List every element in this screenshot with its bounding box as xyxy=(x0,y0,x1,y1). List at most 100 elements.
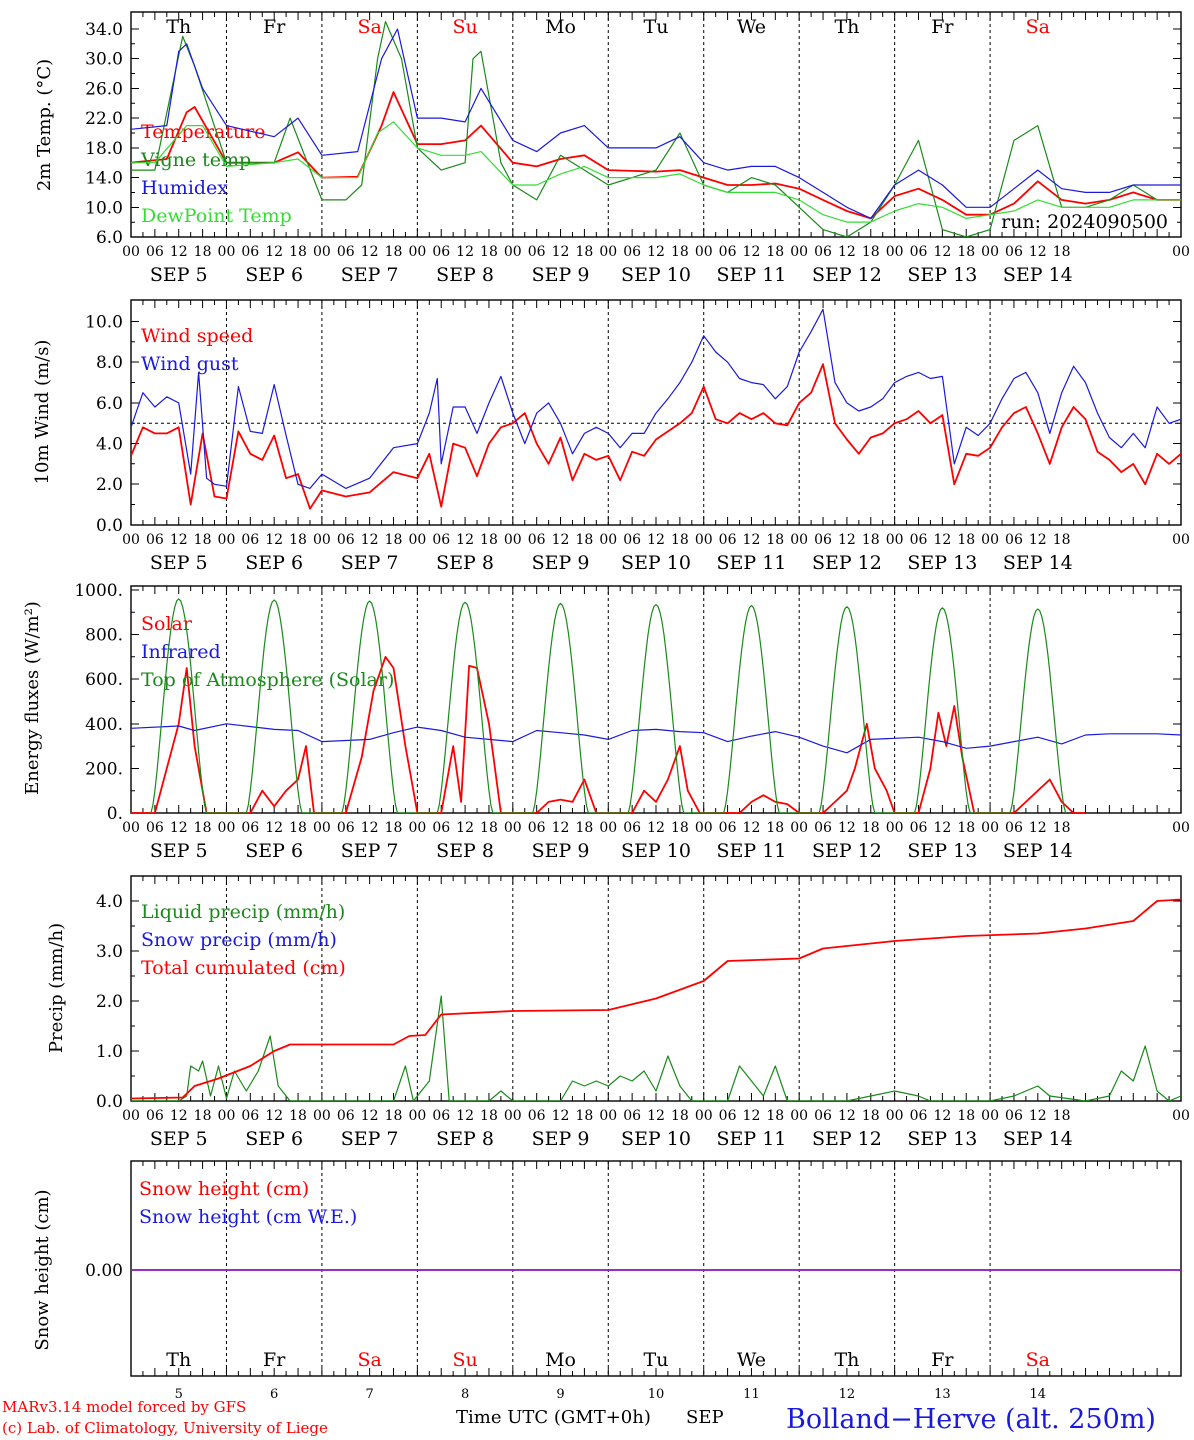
y-tick-label: 0.00 xyxy=(85,1261,123,1281)
hour-label: 12 xyxy=(552,1108,570,1124)
y-axis-label: Precip (mm/h) xyxy=(46,923,67,1053)
panel-5: 0.00 Snow height (cm) Snow height (cm) Snow… xyxy=(32,1160,1182,1377)
day-name-top: We xyxy=(737,16,766,38)
hour-label: 06 xyxy=(432,820,450,836)
series-line-2 xyxy=(150,598,1067,813)
hour-label: 18 xyxy=(289,1108,307,1124)
legend-entry: Snow height (cm W.E.) xyxy=(139,1206,357,1228)
y-tick-label: 14.0 xyxy=(85,169,123,189)
date-label: SEP 6 xyxy=(245,264,303,286)
hour-label: 18 xyxy=(385,244,403,260)
hour-label: 06 xyxy=(814,244,832,260)
day-name-top: Th xyxy=(166,16,191,38)
date-label: SEP 13 xyxy=(907,840,977,862)
hour-label: 00 xyxy=(886,244,904,260)
hour-label: 06 xyxy=(528,244,546,260)
y-tick-label: 1.0 xyxy=(96,1042,123,1062)
date-label: SEP 13 xyxy=(907,552,977,574)
day-name-bottom: We xyxy=(737,1349,766,1371)
date-label: SEP 14 xyxy=(1003,1128,1073,1150)
date-label: SEP 7 xyxy=(341,1128,399,1150)
hour-label: 18 xyxy=(575,244,593,260)
hour-label: 00 xyxy=(695,532,713,548)
footer-model: MARv3.14 model forced by GFS xyxy=(2,1398,246,1416)
hour-label: 00 xyxy=(408,244,426,260)
hour-label: 12 xyxy=(647,820,665,836)
y-tick-label: 8.0 xyxy=(96,353,123,373)
hour-label: 12 xyxy=(265,820,283,836)
hour-label: 06 xyxy=(623,820,641,836)
legend-entry: Temperature xyxy=(141,121,265,143)
hour-label: 12 xyxy=(933,1108,951,1124)
hour-label: 18 xyxy=(480,532,498,548)
day-name-bottom: Mo xyxy=(545,1349,576,1371)
hour-label: 00 xyxy=(504,820,522,836)
hour-label: 00 xyxy=(313,1108,331,1124)
date-label: SEP 6 xyxy=(245,1128,303,1150)
y-tick-label: 0. xyxy=(107,804,123,824)
hour-label: 06 xyxy=(910,1108,928,1124)
hour-label: 06 xyxy=(623,532,641,548)
hour-label: 12 xyxy=(361,532,379,548)
series-line-1 xyxy=(131,308,1181,489)
hour-label: 00 xyxy=(599,820,617,836)
hour-label: 06 xyxy=(146,244,164,260)
hour-label: 12 xyxy=(361,1108,379,1124)
hour-label: 12 xyxy=(838,1108,856,1124)
hour-label: 18 xyxy=(671,1108,689,1124)
hour-label: 18 xyxy=(385,820,403,836)
hour-label: 00 xyxy=(1172,1108,1190,1124)
y-tick-label: 30.0 xyxy=(85,50,123,70)
hour-label: 12 xyxy=(456,244,474,260)
day-number: 14 xyxy=(1030,1387,1047,1402)
hour-label: 12 xyxy=(552,532,570,548)
hour-label: 06 xyxy=(241,532,259,548)
hour-label: 06 xyxy=(241,1108,259,1124)
hour-label: 00 xyxy=(218,820,236,836)
hour-label: 06 xyxy=(814,820,832,836)
hour-label: 06 xyxy=(528,532,546,548)
hour-label: 06 xyxy=(432,244,450,260)
day-number: 11 xyxy=(743,1387,760,1402)
y-tick-label: 26.0 xyxy=(85,80,123,100)
date-label: SEP 6 xyxy=(245,552,303,574)
day-name-top: Th xyxy=(834,16,859,38)
hour-label: 12 xyxy=(361,244,379,260)
legend-entry: Vigne temp xyxy=(140,149,251,171)
hour-label: 00 xyxy=(599,244,617,260)
hour-label: 00 xyxy=(599,1108,617,1124)
date-label: SEP 13 xyxy=(907,1128,977,1150)
day-name-top: Su xyxy=(452,16,477,38)
hour-label: 18 xyxy=(575,820,593,836)
hour-label: 12 xyxy=(743,1108,761,1124)
panel-4: 0.0 1.0 2.0 3.0 4.0 Precip (mm/h) 00 06 12 18 SEP … xyxy=(46,875,1190,1150)
day-number: 6 xyxy=(270,1387,278,1402)
hour-label: 12 xyxy=(1029,820,1047,836)
hour-label: 12 xyxy=(838,820,856,836)
hour-label: 12 xyxy=(838,532,856,548)
run-label: run: 2024090500 xyxy=(1001,211,1168,233)
y-tick-label: 0.0 xyxy=(96,1092,123,1112)
hour-label: 18 xyxy=(671,820,689,836)
hour-label: 00 xyxy=(695,244,713,260)
date-label: SEP 9 xyxy=(532,264,590,286)
hour-label: 18 xyxy=(766,244,784,260)
hour-label: 18 xyxy=(1053,244,1071,260)
day-number: 7 xyxy=(365,1387,373,1402)
date-label: SEP 9 xyxy=(532,840,590,862)
hour-label: 18 xyxy=(862,1108,880,1124)
date-label: SEP 14 xyxy=(1003,264,1073,286)
legend-entry: Total cumulated (cm) xyxy=(141,957,346,979)
hour-label: 06 xyxy=(337,244,355,260)
date-label: SEP 12 xyxy=(812,552,882,574)
day-name-bottom: Sa xyxy=(1026,1349,1050,1371)
y-tick-label: 4.0 xyxy=(96,435,123,455)
hour-label: 06 xyxy=(814,1108,832,1124)
hour-label: 06 xyxy=(337,1108,355,1124)
day-number: 10 xyxy=(648,1387,665,1402)
hour-label: 00 xyxy=(313,532,331,548)
hour-label: 00 xyxy=(408,820,426,836)
hour-label: 12 xyxy=(933,532,951,548)
y-tick-label: 10.0 xyxy=(85,313,123,333)
hour-label: 18 xyxy=(194,1108,212,1124)
